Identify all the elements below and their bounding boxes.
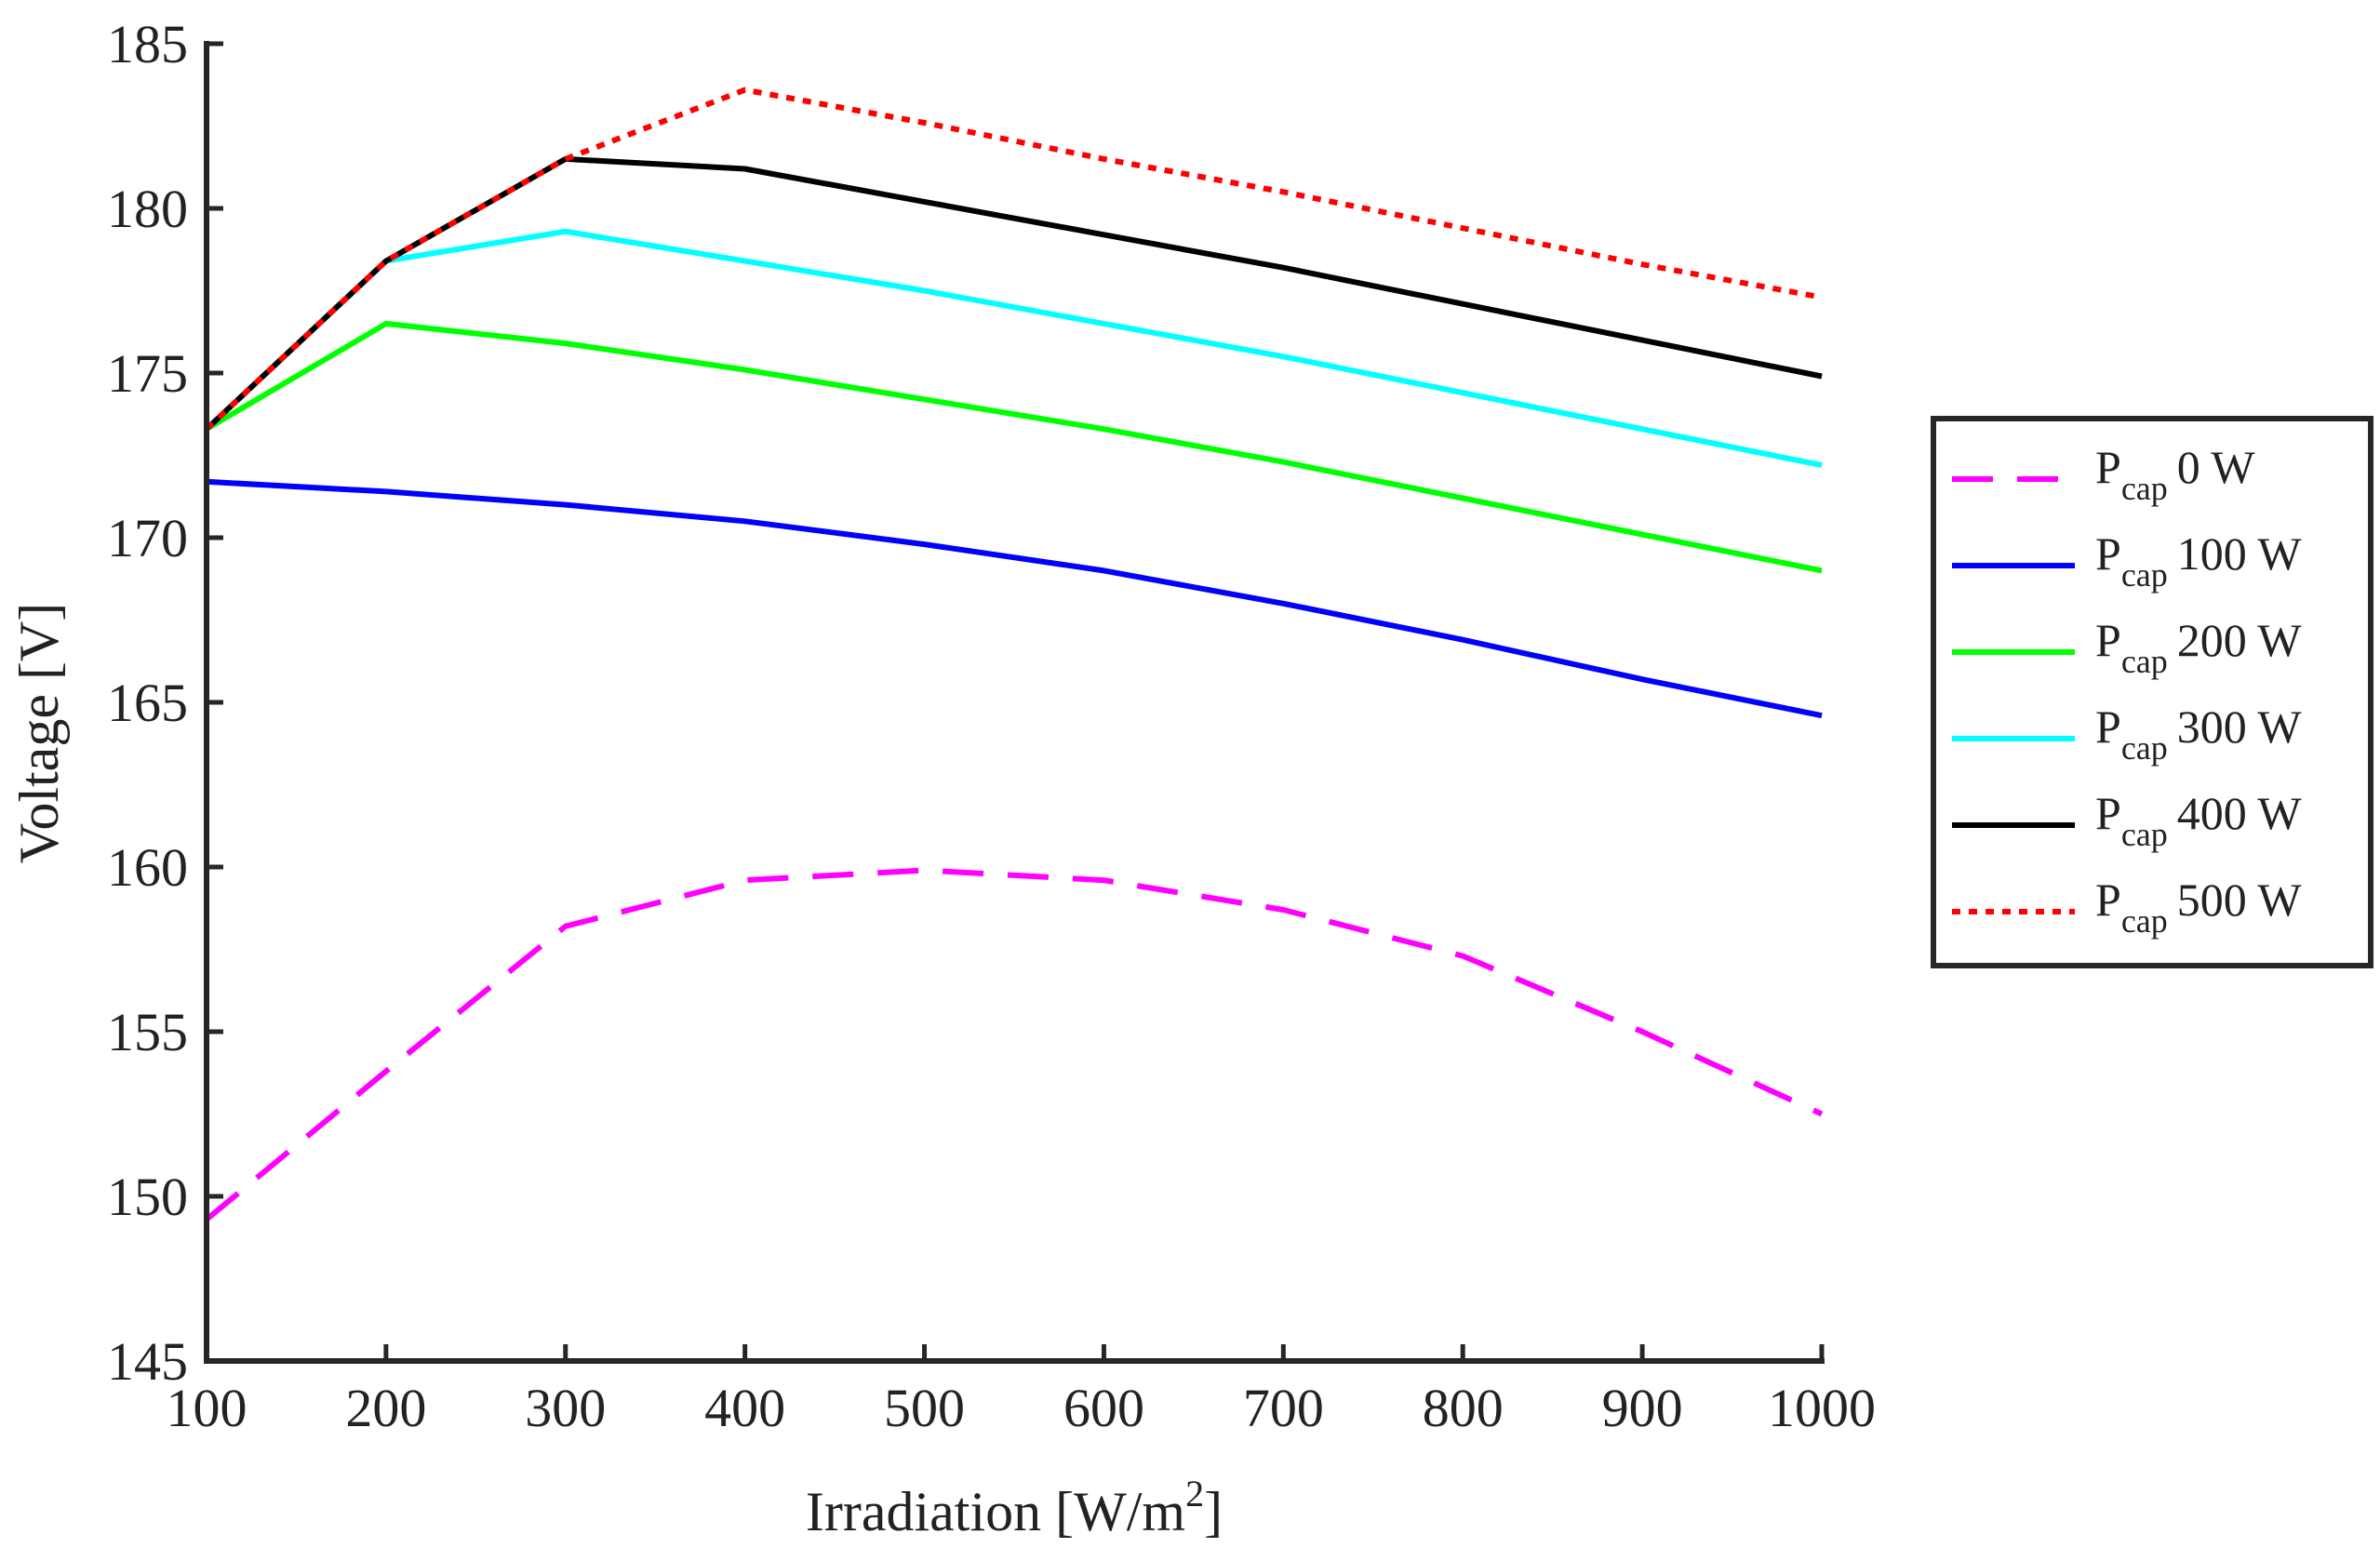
y-tick-label: 175 (107, 343, 188, 404)
series-line-4 (204, 155, 1823, 432)
legend-label-suffix: 300 W (2177, 700, 2303, 753)
x-tick-label: 200 (345, 1378, 426, 1438)
axes (204, 41, 1825, 1364)
series-line-0 (205, 867, 1824, 1222)
legend-box (1931, 416, 2373, 968)
legend-label-4: Pcap 400 W (2095, 787, 2302, 853)
legend-label-sub: cap (2121, 729, 2168, 767)
ticks: 100 200 300 400 500 600 700 800 900 1000 145 150 155… (107, 14, 1876, 1438)
y-tick-label: 145 (107, 1331, 188, 1392)
x-axis-label: Irradiation [W/m2] (806, 1473, 1223, 1542)
legend-label-sub: cap (2121, 556, 2168, 594)
x-tick-label: 300 (525, 1378, 606, 1438)
legend-label-sub: cap (2121, 643, 2168, 680)
legend-label-1: Pcap 100 W (2095, 527, 2302, 594)
legend-label-suffix: 100 W (2177, 527, 2303, 580)
x-axis-label-main: Irradiation [W/m (806, 1481, 1185, 1542)
y-tick-label: 150 (107, 1167, 188, 1227)
series-line-2 (205, 320, 1823, 574)
y-tick-label: 165 (107, 673, 188, 733)
legend-label-main: P (2095, 874, 2121, 926)
legend-label-main: P (2095, 441, 2121, 493)
legend-label-3: Pcap 300 W (2095, 700, 2302, 767)
x-axis-label-sup: 2 (1185, 1473, 1204, 1514)
legend-label-main: P (2095, 614, 2121, 666)
series-line-1 (206, 478, 1823, 719)
x-tick-label: 500 (884, 1378, 965, 1438)
plot-lines (204, 87, 1824, 1222)
series-line-5 (204, 87, 1823, 432)
legend-label-sub: cap (2121, 816, 2168, 853)
legend-label-main: P (2095, 527, 2121, 580)
legend-label-suffix: 0 W (2177, 441, 2256, 493)
y-axis-label: Voltage [V] (8, 603, 70, 864)
x-tick-label: 100 (167, 1378, 247, 1438)
x-axis-label-end: ] (1204, 1481, 1223, 1542)
legend-label-5: Pcap 500 W (2095, 874, 2302, 940)
legend-label-2: Pcap 200 W (2095, 614, 2302, 680)
x-tick-label: 900 (1602, 1378, 1683, 1438)
y-tick-label: 160 (107, 837, 188, 898)
y-tick-label: 180 (107, 179, 188, 239)
legend-label-sub: cap (2121, 902, 2168, 940)
x-tick-label: 600 (1063, 1378, 1144, 1438)
x-tick-label: 1000 (1768, 1378, 1876, 1438)
legend-label-main: P (2095, 700, 2121, 753)
legend-label-suffix: 200 W (2177, 614, 2303, 666)
x-tick-label: 700 (1243, 1378, 1324, 1438)
legend-label-0: Pcap 0 W (2095, 441, 2255, 507)
legend-label-suffix: 400 W (2177, 787, 2303, 839)
x-tick-label: 400 (704, 1378, 785, 1438)
series-line-3 (204, 228, 1823, 469)
legend-label-suffix: 500 W (2177, 874, 2303, 926)
y-tick-label: 155 (107, 1002, 188, 1062)
y-tick-label: 185 (107, 14, 188, 74)
x-tick-label: 800 (1423, 1378, 1504, 1438)
legend-label-main: P (2095, 787, 2121, 839)
y-tick-label: 170 (107, 508, 188, 568)
legend-label-sub: cap (2121, 470, 2168, 507)
